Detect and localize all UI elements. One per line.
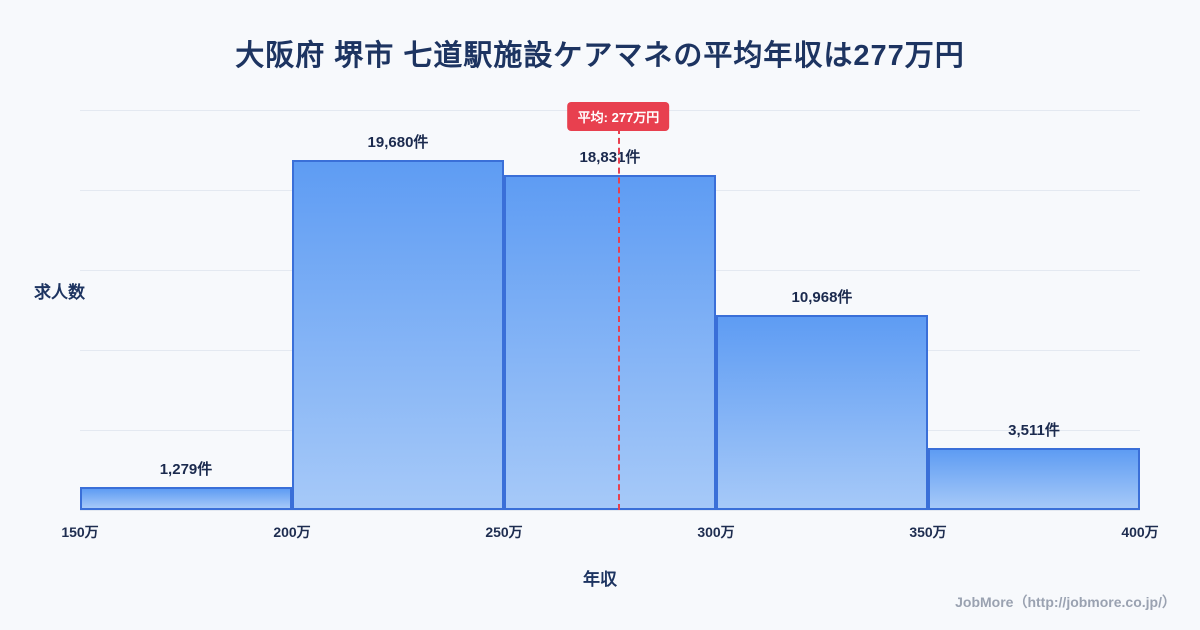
plot-area: 1,279件 19,680件 18,831件 10,968件 3,511件 平均: 27… [80,102,1140,511]
y-axis-label: 求人数 [34,283,85,302]
bar-value-label: 3,511件 [1008,421,1060,439]
x-axis-label: 年収 [583,570,617,589]
mean-line [618,128,621,510]
x-tick-label: 250万 [485,524,523,540]
histogram-bar [716,314,928,510]
footer-credit: JobMore（http://jobmore.co.jp/） [955,594,1176,610]
x-tick-label: 200万 [273,524,311,540]
gridline [80,510,1140,511]
x-tick-label: 350万 [909,524,947,540]
bar-value-label: 10,968件 [791,288,853,306]
x-tick-label: 400万 [1121,524,1159,540]
x-tick-label: 150万 [61,524,99,540]
x-axis-ticks: 150万 200万 250万 300万 350万 400万 [0,522,1200,542]
histogram-bar [928,447,1140,510]
histogram-bar [504,175,716,510]
histogram-bar [292,160,504,510]
mean-badge: 平均: 277万円 [567,102,670,131]
bar-value-label: 19,680件 [367,134,429,151]
chart-title: 大阪府 堺市 七道駅施設ケアマネの平均年収は277万円 [235,40,965,72]
bar-value-label: 1,279件 [159,461,213,479]
x-tick-label: 300万 [697,524,735,540]
bar-value-label: 18,831件 [579,149,641,167]
histogram-bar [80,487,292,510]
